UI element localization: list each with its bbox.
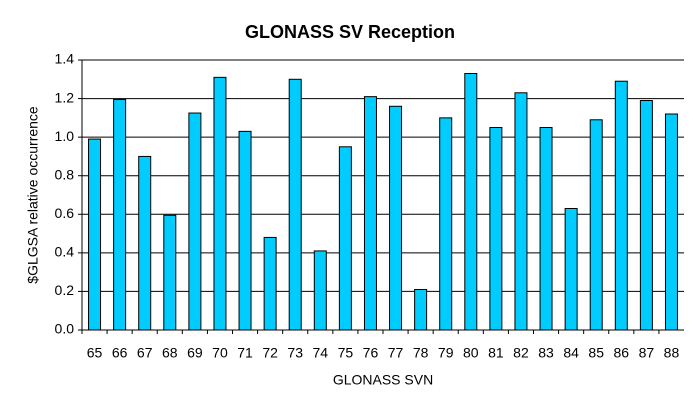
bar: [138, 155, 152, 331]
y-tick-label: 0.2: [55, 282, 75, 298]
x-tick-label: 73: [287, 345, 303, 361]
x-tick-label: 69: [187, 345, 203, 361]
x-tick-label: 76: [363, 345, 379, 361]
x-tick-label: 87: [639, 345, 655, 361]
y-tick-label: 1.0: [55, 128, 75, 144]
x-axis-title: GLONASS SVN: [333, 372, 433, 388]
bar: [238, 130, 252, 331]
y-axis-title: $GLGSA relative occurrence: [25, 106, 41, 284]
x-tick-label: 78: [413, 345, 429, 361]
y-tick-label: 1.4: [55, 51, 75, 67]
x-tick-label: 70: [212, 345, 228, 361]
bar: [389, 105, 403, 331]
bar: [614, 80, 628, 331]
bar: [414, 289, 428, 331]
x-tick-label: 88: [664, 345, 680, 361]
x-tick-label: 86: [614, 345, 630, 361]
bar: [564, 208, 578, 331]
y-tick-label: 0.6: [55, 205, 75, 221]
x-tick-label: 80: [463, 345, 479, 361]
x-tick-label: 67: [137, 345, 153, 361]
bar: [489, 127, 503, 331]
y-tick-label: 0.4: [55, 244, 75, 260]
x-tick-label: 65: [87, 345, 103, 361]
x-tick-label: 74: [313, 345, 329, 361]
x-tick-label: 77: [388, 345, 404, 361]
bar: [88, 138, 102, 331]
bar: [639, 100, 653, 331]
bar: [213, 76, 227, 331]
x-tick-label: 66: [112, 345, 128, 361]
x-tick-label: 75: [338, 345, 354, 361]
chart-title: GLONASS SV Reception: [245, 22, 455, 42]
bar: [664, 113, 678, 331]
bar: [313, 250, 327, 331]
x-tick-label: 68: [162, 345, 178, 361]
bar: [338, 146, 352, 331]
x-tick-label: 72: [262, 345, 278, 361]
bar: [113, 99, 127, 331]
bar: [464, 73, 478, 331]
x-tick-label: 79: [438, 345, 454, 361]
x-tick-label: 85: [588, 345, 604, 361]
y-tick-label: 0.0: [55, 321, 75, 337]
x-tick-label: 83: [538, 345, 554, 361]
bar: [589, 119, 603, 331]
x-tick-label: 81: [488, 345, 504, 361]
y-tick-label: 0.8: [55, 166, 75, 182]
bar: [163, 214, 177, 331]
bar: [263, 236, 277, 331]
bar: [188, 112, 202, 331]
x-tick-label: 71: [237, 345, 253, 361]
x-tick-label: 84: [563, 345, 579, 361]
bar: [288, 78, 302, 331]
bar: [514, 92, 528, 331]
bar: [363, 96, 377, 331]
y-tick-label: 1.2: [55, 89, 75, 105]
bar: [539, 127, 553, 331]
x-tick-label: 82: [513, 345, 529, 361]
bar: [439, 117, 453, 331]
